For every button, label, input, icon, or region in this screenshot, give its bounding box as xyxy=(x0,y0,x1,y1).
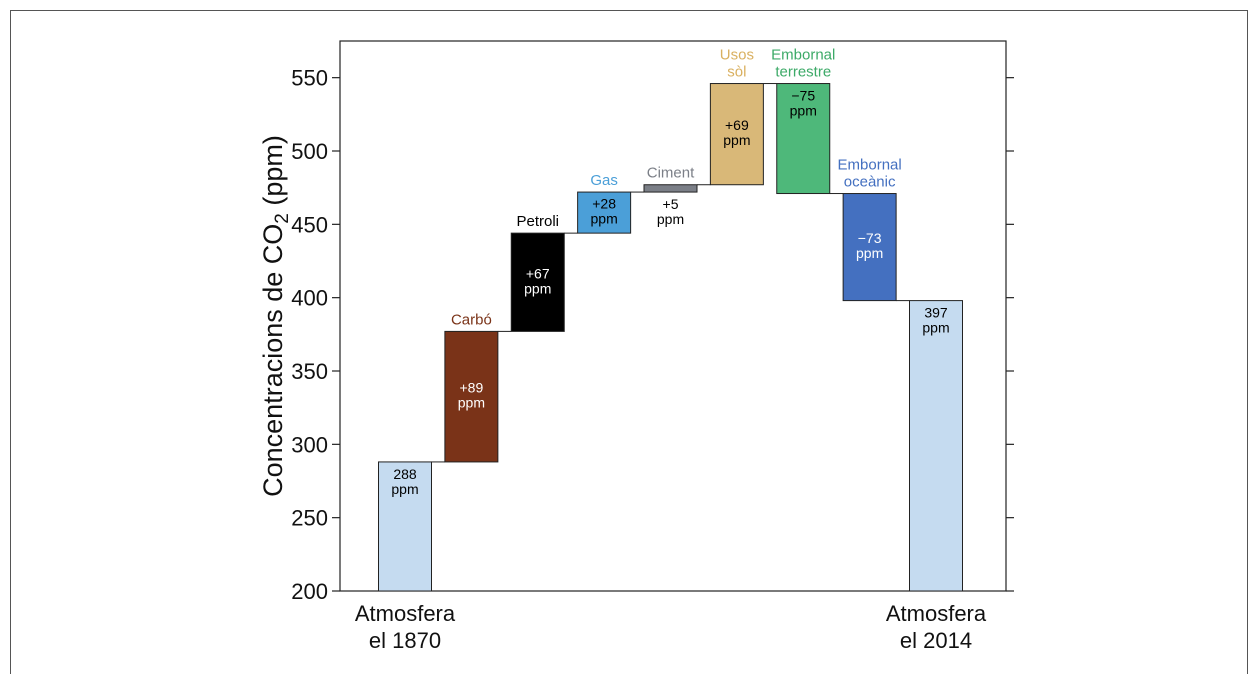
plot-area xyxy=(340,41,1006,591)
bars-group: 288ppmCarbó+89ppmPetroli+67ppmGas+28ppmC… xyxy=(379,47,963,591)
category-label-line1: Atmosfera xyxy=(886,601,987,626)
bar-unit-label: ppm xyxy=(723,132,750,148)
bar-source-label-line2: terrestre xyxy=(775,64,831,81)
y-axis-label: Concentracions de CO2 (ppm) xyxy=(258,135,293,497)
y-tick-label: 550 xyxy=(291,66,328,91)
bar-unit-label: ppm xyxy=(591,211,618,227)
bar-value-label: +67 xyxy=(526,265,550,281)
bar-source-label: Embornal xyxy=(771,47,835,64)
category-label-line2: el 2014 xyxy=(900,628,972,653)
bar-unit-label: ppm xyxy=(524,280,551,296)
bar-unit-label: ppm xyxy=(790,103,817,119)
bar-ciment xyxy=(644,185,697,192)
category-label-line1: Atmosfera xyxy=(355,601,456,626)
y-tick-label: 500 xyxy=(291,139,328,164)
bar-value-label: −75 xyxy=(791,88,815,104)
bar-value-label: 288 xyxy=(393,466,417,482)
y-tick-label: 350 xyxy=(291,359,328,384)
bar-atm-2014 xyxy=(910,301,963,591)
bar-value-label: +5 xyxy=(663,196,679,212)
y-tick-label: 300 xyxy=(291,432,328,457)
bar-source-label: Embornal xyxy=(838,157,902,174)
bar-source-label: Gas xyxy=(590,172,618,189)
bar-source-label: Carbó xyxy=(451,311,492,328)
bar-source-label: Ciment xyxy=(647,165,695,182)
bar-unit-label: ppm xyxy=(856,245,883,261)
bar-value-label: −73 xyxy=(858,230,882,246)
bar-unit-label: ppm xyxy=(922,320,949,336)
y-tick-label: 200 xyxy=(291,579,328,604)
bar-value-label: +28 xyxy=(592,196,616,212)
bar-source-label: Petroli xyxy=(516,213,559,230)
bar-unit-label: ppm xyxy=(657,211,684,227)
bar-value-label: +69 xyxy=(725,117,749,133)
category-label-line2: el 1870 xyxy=(369,628,441,653)
y-tick-label: 250 xyxy=(291,506,328,531)
y-tick-label: 400 xyxy=(291,286,328,311)
bar-value-label: 397 xyxy=(924,305,948,321)
bar-source-label: Usos xyxy=(720,47,754,64)
bar-unit-label: ppm xyxy=(458,395,485,411)
bar-source-label-line2: oceànic xyxy=(844,174,896,191)
bar-value-label: +89 xyxy=(460,380,484,396)
bar-source-label-line2: sòl xyxy=(727,64,746,81)
bar-unit-label: ppm xyxy=(391,481,418,497)
y-tick-label: 450 xyxy=(291,212,328,237)
connector-lines xyxy=(432,84,910,462)
